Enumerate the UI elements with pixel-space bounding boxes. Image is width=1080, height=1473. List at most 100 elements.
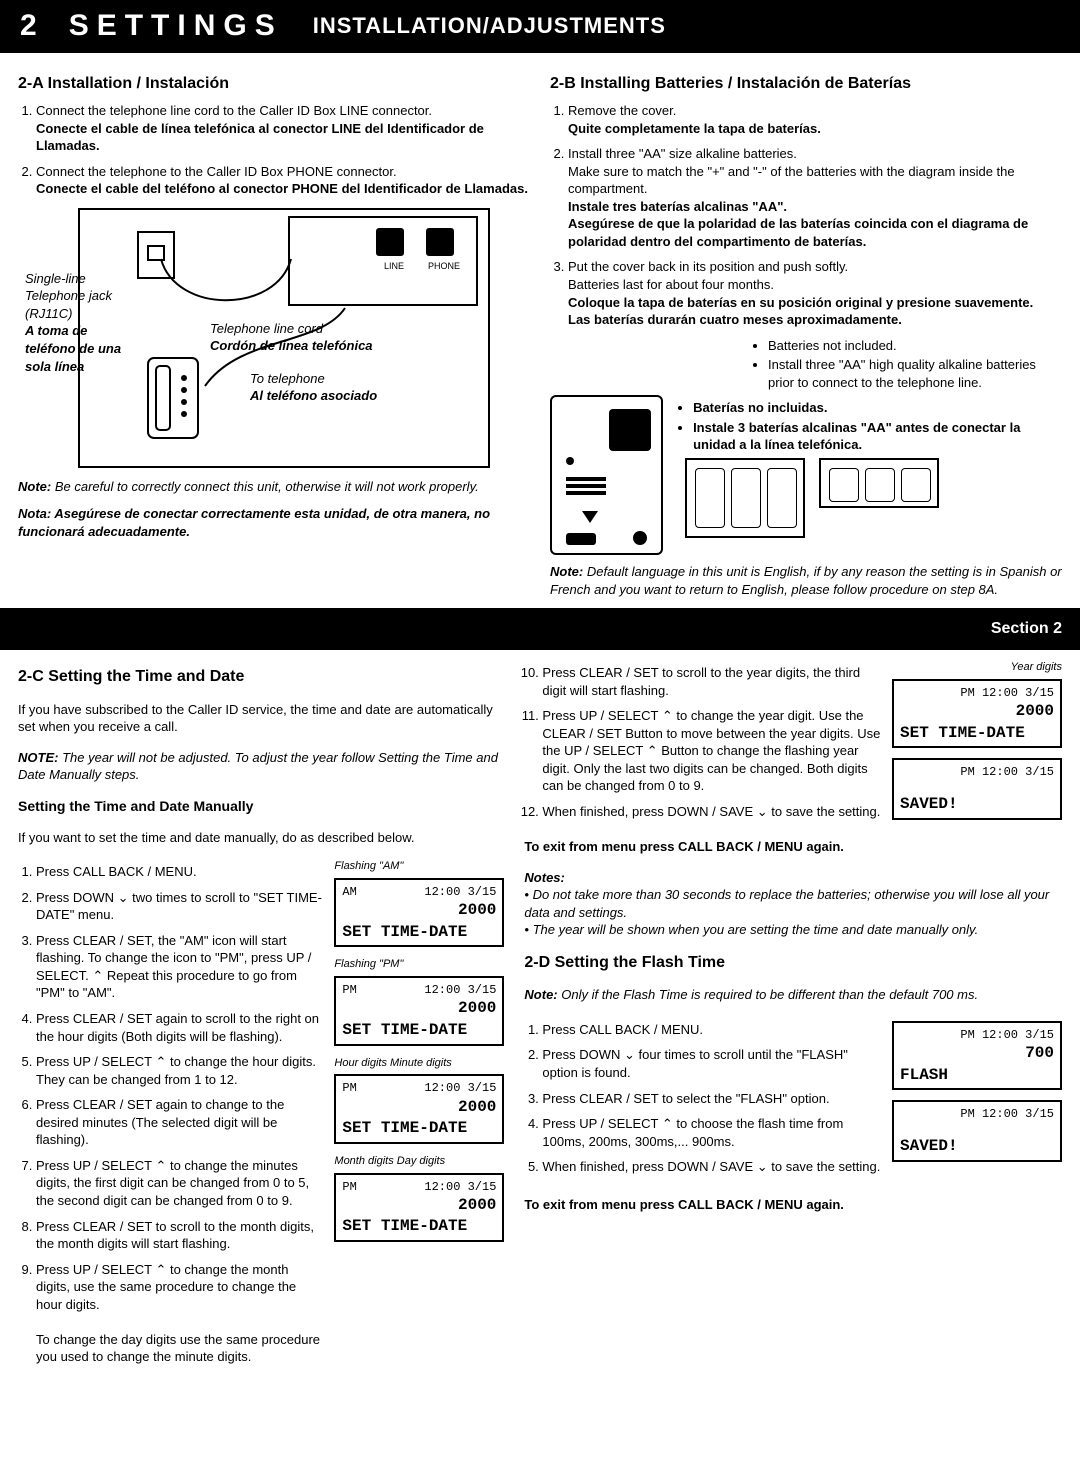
bul-en1: Batteries not included. — [768, 337, 1062, 355]
s2d-s5: When finished, press DOWN / SAVE ⌄ to sa… — [542, 1158, 882, 1176]
s2d-exit: To exit from menu press CALL BACK / MENU… — [524, 1196, 1062, 1214]
s2d-note-text: Only if the Flash Time is required to be… — [561, 987, 978, 1002]
s2c-lcd-column: Flashing "AM" AM12:00 3/15 2000 SET TIME… — [334, 859, 504, 1252]
arrow-down-icon — [582, 511, 598, 523]
lcd-md-lbl: Month digits Day digits — [334, 1154, 504, 1169]
lcd-year-val: 2000 — [900, 701, 1054, 723]
s2c-notes: Notes: • Do not take more than 30 second… — [524, 869, 1062, 939]
year-digits-lbl: Year digits — [892, 660, 1062, 675]
header-settings: SETTINGS — [69, 6, 283, 47]
s2b-title: 2-B Installing Batteries / Instalación d… — [550, 73, 1062, 95]
lcd-md-ind: PM — [342, 1179, 356, 1195]
s2c-right-lcds: Year digits PM 12:00 3/15 2000 SET TIME-… — [892, 660, 1062, 830]
lcd-md-time: 12:00 3/15 — [424, 1179, 496, 1195]
s2c-title: 2-C Setting the Time and Date — [18, 666, 504, 688]
s2b-s3-en: Put the cover back in its position and p… — [568, 259, 848, 274]
lcd-am-time: 12:00 3/15 — [424, 884, 496, 900]
s2c-s11: Press UP / SELECT ⌃ to change the year d… — [542, 707, 882, 795]
s2c-note1: Do not take more than 30 seconds to repl… — [524, 887, 1049, 920]
s2a-title: 2-A Installation / Instalación — [18, 73, 530, 95]
callerid-box-icon: LINE PHONE — [288, 216, 478, 306]
lcd-fs-saved: SAVED! — [900, 1136, 1054, 1158]
s2b-note: Note: Default language in this unit is E… — [550, 563, 1062, 598]
s2c-s12: When finished, press DOWN / SAVE ⌄ to sa… — [542, 803, 882, 821]
s2c-exit: To exit from menu press CALL BACK / MENU… — [524, 838, 1062, 856]
s2d-s2: Press DOWN ⌄ four times to scroll until … — [542, 1046, 882, 1081]
lcd-flash-val: 700 — [900, 1043, 1054, 1065]
s2b-note-text: Default language in this unit is English… — [550, 564, 1062, 597]
phone-cord-icon — [200, 306, 350, 396]
s2c-s9: Press UP / SELECT ⌃ to change the month … — [36, 1261, 324, 1366]
s2b-step3: Put the cover back in its position and p… — [568, 258, 1062, 328]
lcd-am-year: 2000 — [342, 900, 496, 922]
line-port-label: LINE — [384, 260, 404, 272]
s2c-s9b-text: To change the day digits use the same pr… — [36, 1332, 320, 1365]
s2c-s8: Press CLEAR / SET to scroll to the month… — [36, 1218, 324, 1253]
s2b-s2-es1: Instale tres baterías alcalinas "AA". — [568, 199, 787, 214]
jack-en: Single-line Telephone jack (RJ11C) — [25, 271, 112, 321]
lcd-flash-saved: PM 12:00 3/15 SAVED! — [892, 1100, 1062, 1162]
s2b-bullets-es: Baterías no incluidas. Instale 3 batería… — [675, 399, 1062, 454]
lcd-year-time: PM 12:00 3/15 — [960, 685, 1054, 701]
s2b-s3-es2: Las baterías durarán cuatro meses aproxi… — [568, 312, 902, 327]
s2d-note: Note: Only if the Flash Time is required… — [524, 986, 1062, 1004]
s2b-s1-es: Quite completamente la tapa de baterías. — [568, 121, 821, 136]
bul-en2: Install three "AA" high quality alkaline… — [768, 356, 1062, 391]
s2b-note-lbl: Note: — [550, 564, 583, 579]
s2c-intro: If you have subscribed to the Caller ID … — [18, 701, 504, 736]
s2d-s4: Press UP / SELECT ⌃ to choose the flash … — [542, 1115, 882, 1150]
wiring-diagram: Single-line Telephone jack (RJ11C) A tom… — [78, 208, 490, 468]
lcd-pm-time: 12:00 3/15 — [424, 982, 496, 998]
note-label: Note: — [18, 479, 51, 494]
s2b-right-block: Baterías no incluidas. Instale 3 batería… — [675, 395, 1062, 538]
note-en-text: Be careful to correctly connect this uni… — [55, 479, 479, 494]
lcd-pm-set: SET TIME-DATE — [342, 1020, 496, 1042]
s2a-step2-en: Connect the telephone to the Caller ID B… — [36, 164, 397, 179]
lcd-saved: PM 12:00 3/15 SAVED! — [892, 758, 1062, 820]
s2b-s3-es1: Coloque la tapa de baterías en su posici… — [568, 295, 1033, 310]
section-2c: 2-C Setting the Time and Date If you hav… — [18, 660, 504, 1380]
section2-bar: Section 2 — [0, 608, 1080, 650]
s2b-s1-en: Remove the cover. — [568, 103, 676, 118]
s2d-lcds: PM 12:00 3/15 700 FLASH PM 12:00 3/15 SA… — [892, 1017, 1062, 1188]
intro-note-lbl: NOTE: — [18, 750, 58, 765]
lcd-flash-text: FLASH — [900, 1065, 1054, 1087]
jack-es: A toma de teléfono de una sola línea — [25, 323, 121, 373]
lcd-saved-text: SAVED! — [900, 794, 1054, 816]
lcd-md: PM12:00 3/15 2000 SET TIME-DATE — [334, 1173, 504, 1242]
s2d-s1: Press CALL BACK / MENU. — [542, 1021, 882, 1039]
s2c-steps-left: Press CALL BACK / MENU. Press DOWN ⌄ two… — [18, 859, 324, 1374]
s2a-step1-en: Connect the telephone line cord to the C… — [36, 103, 432, 118]
battery-compartment-icon-2 — [819, 458, 939, 508]
lcd-flash-time: PM 12:00 3/15 — [960, 1027, 1054, 1043]
s2c-s1: Press CALL BACK / MENU. — [36, 863, 324, 881]
notes-lbl: Notes: — [524, 870, 564, 885]
lcd-pm-year: 2000 — [342, 998, 496, 1020]
lcd-flash: PM 12:00 3/15 700 FLASH — [892, 1021, 1062, 1090]
battery-compartment-icon — [685, 458, 805, 538]
lcd-hm-ind: PM — [342, 1080, 356, 1096]
lcd-md-year: 2000 — [342, 1195, 496, 1217]
lcd-hm-lbl: Hour digits Minute digits — [334, 1056, 504, 1071]
s2b-s2-es2: Asegúrese de que la polaridad de las bat… — [568, 216, 1028, 249]
s2a-note-en: Note: Be careful to correctly connect th… — [18, 478, 530, 496]
lcd-fs-time: PM 12:00 3/15 — [960, 1106, 1054, 1122]
s2a-note-es: Nota: Asegúrese de conectar correctament… — [18, 505, 530, 540]
lcd-pm-lbl: Flashing "PM" — [334, 957, 504, 972]
lcd-pm-ind: PM — [342, 982, 356, 998]
s2d-title: 2-D Setting the Flash Time — [524, 952, 1062, 974]
s2c-s4: Press CLEAR / SET again to scroll to the… — [36, 1010, 324, 1045]
bul-es2: Instale 3 baterías alcalinas "AA" antes … — [693, 419, 1062, 454]
manual-title: Setting the Time and Date Manually — [18, 797, 504, 816]
s2d-s3: Press CLEAR / SET to select the "FLASH" … — [542, 1090, 882, 1108]
section-2c-right: Press CLEAR / SET to scroll to the year … — [524, 660, 1062, 1380]
s2c-s3: Press CLEAR / SET, the "AM" icon will st… — [36, 932, 324, 1002]
header-subtitle: INSTALLATION/ADJUSTMENTS — [313, 11, 666, 41]
lcd-hm-time: 12:00 3/15 — [424, 1080, 496, 1096]
s2b-s2-en: Install three "AA" size alkaline batteri… — [568, 146, 797, 161]
foot-icon — [566, 533, 596, 545]
s2b-step2: Install three "AA" size alkaline batteri… — [568, 145, 1062, 250]
s2b-s2-en2: Make sure to match the "+" and "-" of th… — [568, 164, 1015, 197]
s2c-s5: Press UP / SELECT ⌃ to change the hour d… — [36, 1053, 324, 1088]
s2b-bullets-en: Batteries not included. Install three "A… — [750, 337, 1062, 392]
